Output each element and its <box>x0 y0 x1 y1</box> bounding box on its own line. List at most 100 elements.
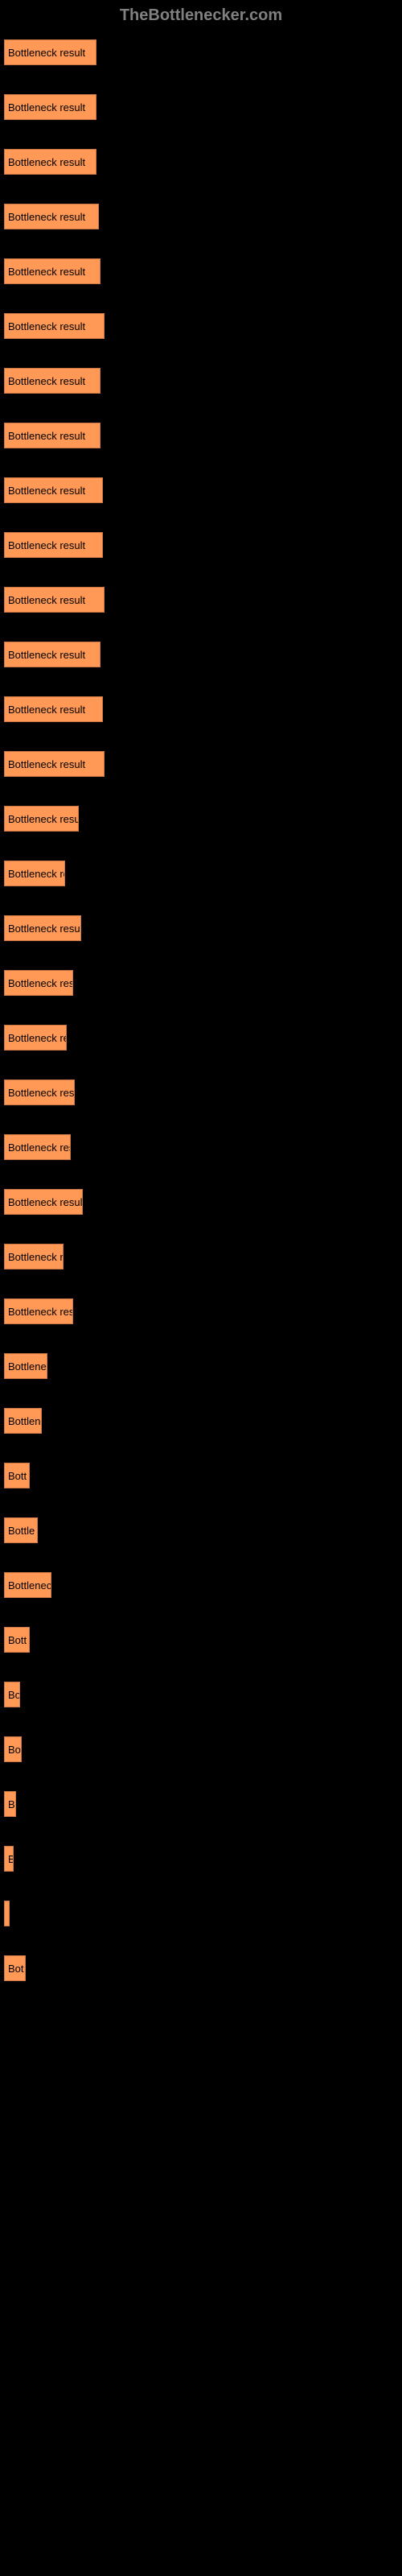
chart-bar: Bottleneck result <box>4 861 65 886</box>
bar-text: Bottleneck result <box>8 539 85 551</box>
bar-row: Bottleneck result <box>4 751 398 777</box>
bar-text: Bottleneck result <box>8 266 85 278</box>
bar-text: Bottleneck result <box>8 47 85 59</box>
bar-text: B <box>8 1853 13 1865</box>
chart-bar: B <box>4 1791 16 1817</box>
bar-row: Bottleneck result <box>4 258 398 284</box>
bar-text: Bottleneck result <box>8 868 64 880</box>
chart-bar: Bottleneck re <box>4 1025 67 1051</box>
bar-row: Bot <box>4 1955 398 1981</box>
bar-text: Bottle <box>8 1525 35 1537</box>
bar-text: Bottleneck result <box>8 485 85 497</box>
bar-text: Bottleneck resul <box>8 1087 74 1099</box>
chart-bar: Bottleneck result <box>4 313 105 339</box>
chart-bar: Bottleneck result <box>4 587 105 613</box>
bar-row: Bottleneck result <box>4 477 398 503</box>
bar-row: Bottlen <box>4 1408 398 1434</box>
bar-text: Bott <box>8 1470 27 1482</box>
bar-text: Bottleneck res <box>8 1141 70 1154</box>
bar-text: Bottleneck resu <box>8 977 72 989</box>
bar-text: Bottleneck resu <box>8 1306 72 1318</box>
chart-bar: B <box>4 1846 14 1872</box>
chart-bar: Bottleneck result <box>4 258 100 284</box>
bar-row: Bottleneck resu <box>4 970 398 996</box>
chart-bar: Bottleneck result <box>4 915 81 941</box>
chart-bar: Bottleneck result <box>4 94 96 120</box>
bar-text: Bo <box>8 1689 19 1701</box>
bar-row: Bottlene <box>4 1353 398 1379</box>
chart-container: Bottleneck result Bottleneck result Bottle… <box>0 31 402 2018</box>
bar-row: Bo <box>4 1736 398 1762</box>
bar-row <box>4 1901 398 1926</box>
bar-row: B <box>4 1846 398 1872</box>
chart-bar: Bott <box>4 1627 30 1653</box>
chart-bar: Bottleneck result <box>4 39 96 65</box>
chart-bar: Bottle <box>4 1517 38 1543</box>
bar-text: Bottleneck r <box>8 1251 63 1263</box>
bar-row: Bottlenec <box>4 1572 398 1598</box>
chart-bar: Bottleneck result <box>4 806 79 832</box>
chart-bar: Bottleneck resul <box>4 1080 75 1105</box>
chart-bar: Bottleneck result <box>4 149 96 175</box>
bar-text: Bott <box>8 1634 27 1646</box>
header: TheBottlenecker.com <box>0 0 402 31</box>
bar-text: Bottleneck result <box>8 923 80 935</box>
bar-row: B <box>4 1791 398 1817</box>
bar-text: Bottleneck result <box>8 1196 82 1208</box>
bar-row: Bottleneck resu <box>4 1298 398 1324</box>
chart-bar: Bottleneck resu <box>4 1298 73 1324</box>
bar-row: Bottleneck result <box>4 423 398 448</box>
bar-text: Bottleneck result <box>8 375 85 387</box>
chart-bar: Bo <box>4 1682 20 1707</box>
bar-text: Bottleneck result <box>8 813 78 825</box>
bar-row: Bottleneck result <box>4 149 398 175</box>
bar-text: Bot <box>8 1963 24 1975</box>
bar-text: Bottleneck result <box>8 156 85 168</box>
bar-row: Bottleneck result <box>4 1189 398 1215</box>
bar-text: Bottleneck result <box>8 430 85 442</box>
chart-bar: Bottlenec <box>4 1572 51 1598</box>
bar-row: Bottleneck result <box>4 696 398 722</box>
bar-text: Bottleneck re <box>8 1032 66 1044</box>
bar-text: Bottlene <box>8 1360 47 1373</box>
chart-bar: Bottleneck r <box>4 1244 64 1269</box>
bar-text: B <box>8 1798 15 1810</box>
chart-bar: Bot <box>4 1955 26 1981</box>
bar-text: Bottleneck result <box>8 594 85 606</box>
bar-text: Bottlen <box>8 1415 40 1427</box>
bar-row: Bottleneck result <box>4 861 398 886</box>
chart-bar: Bottlene <box>4 1353 47 1379</box>
bar-row: Bottleneck result <box>4 642 398 667</box>
bar-text: Bottleneck result <box>8 211 85 223</box>
bar-text: Bottlenec <box>8 1579 51 1591</box>
chart-bar: Bottleneck result <box>4 204 99 229</box>
chart-bar: Bottleneck result <box>4 696 103 722</box>
chart-bar: Bottleneck result <box>4 368 100 394</box>
site-title: TheBottlenecker.com <box>120 6 282 24</box>
bar-row: Bott <box>4 1627 398 1653</box>
bar-row: Bottleneck res <box>4 1134 398 1160</box>
bar-text: Bottleneck result <box>8 101 85 114</box>
bar-row: Bottleneck result <box>4 368 398 394</box>
chart-bar <box>4 1901 10 1926</box>
bar-row: Bottleneck result <box>4 587 398 613</box>
bar-text: Bottleneck result <box>8 649 85 661</box>
chart-bar: Bottlen <box>4 1408 42 1434</box>
bar-row: Bottleneck result <box>4 806 398 832</box>
chart-bar: Bo <box>4 1736 22 1762</box>
bar-row: Bottle <box>4 1517 398 1543</box>
bar-text: Bottleneck result <box>8 758 85 770</box>
bar-row: Bottleneck result <box>4 39 398 65</box>
bar-text: Bottleneck result <box>8 320 85 332</box>
bar-text: Bottleneck result <box>8 704 85 716</box>
bar-row: Bottleneck re <box>4 1025 398 1051</box>
chart-bar: Bottleneck result <box>4 751 105 777</box>
bar-row: Bo <box>4 1682 398 1707</box>
chart-bar: Bottleneck result <box>4 642 100 667</box>
bar-row: Bottleneck result <box>4 94 398 120</box>
bar-text: Bo <box>8 1744 21 1756</box>
bar-row: Bottleneck result <box>4 915 398 941</box>
chart-bar: Bott <box>4 1463 30 1488</box>
chart-bar: Bottleneck result <box>4 532 103 558</box>
chart-bar: Bottleneck resu <box>4 970 73 996</box>
